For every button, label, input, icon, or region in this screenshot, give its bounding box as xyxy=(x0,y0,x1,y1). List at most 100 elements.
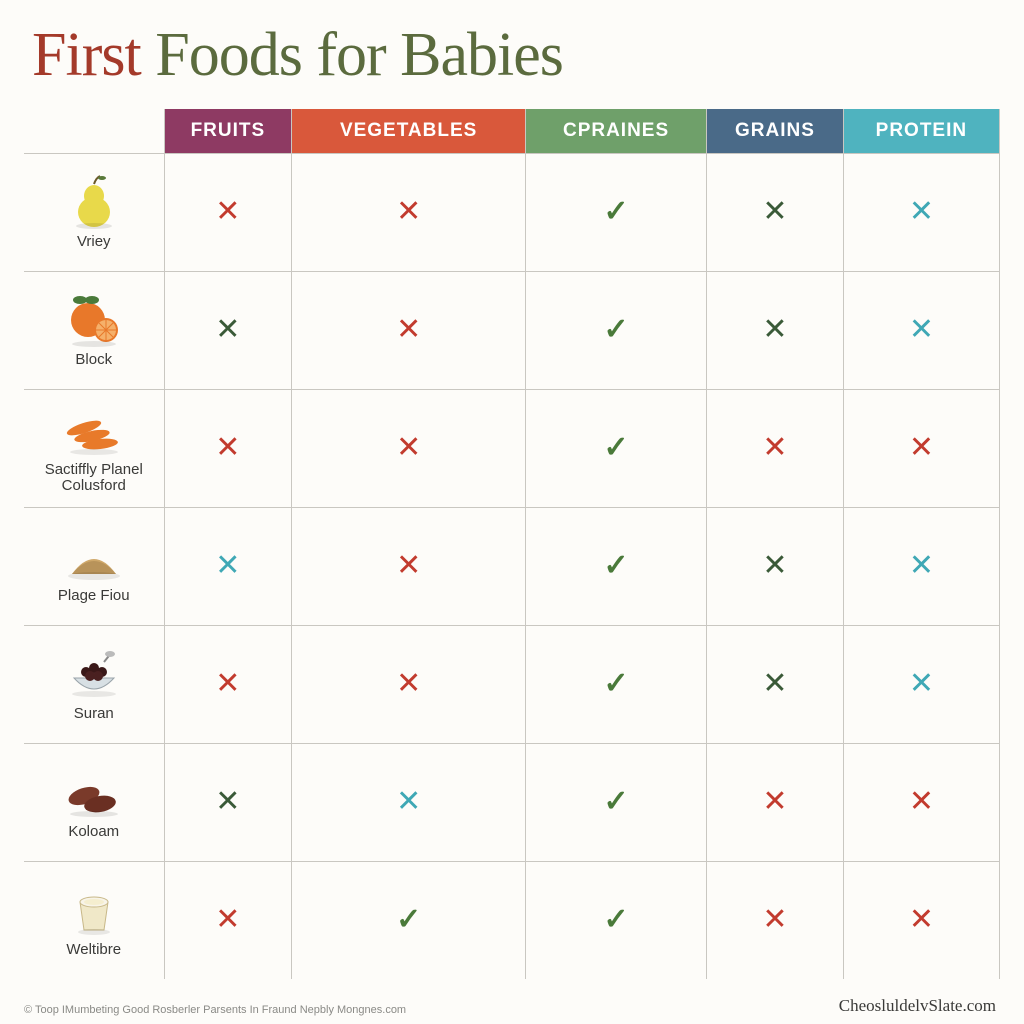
cell-2-2: ✓ xyxy=(526,389,707,507)
grain-pile-icon xyxy=(58,526,130,584)
cell-1-1: ✕ xyxy=(292,271,526,389)
x-icon: ✕ xyxy=(215,433,240,463)
cell-2-4: ✕ xyxy=(843,389,999,507)
footer-credit: © Toop IMumbeting Good Rosberler Parsent… xyxy=(24,1004,406,1016)
x-icon: ✕ xyxy=(396,315,421,345)
x-icon: ✕ xyxy=(762,787,787,817)
row-label: Block xyxy=(28,352,160,369)
col-header-2: CPRAINES xyxy=(526,109,707,153)
carrots-icon xyxy=(58,400,130,458)
pear-icon xyxy=(58,172,130,230)
table-row: Vriey✕✕✓✕✕ xyxy=(24,153,1000,271)
cell-4-0: ✕ xyxy=(164,625,292,743)
cell-3-2: ✓ xyxy=(526,507,707,625)
title-word-4: Babies xyxy=(400,21,563,89)
cell-5-0: ✕ xyxy=(164,743,292,861)
row-label: Weltibre xyxy=(28,942,160,959)
header-row: FRUITSVEGETABLESCPRAINESGRAINSPROTEIN xyxy=(24,109,1000,153)
col-header-1: VEGETABLES xyxy=(292,109,526,153)
foods-table: FRUITSVEGETABLESCPRAINESGRAINSPROTEIN Vr… xyxy=(24,109,1000,979)
x-icon: ✕ xyxy=(396,787,421,817)
cell-6-4: ✕ xyxy=(843,861,999,979)
col-header-4: PROTEIN xyxy=(843,109,999,153)
cell-5-2: ✓ xyxy=(526,743,707,861)
row-header-2: Sactiffly Planel Colusford xyxy=(24,389,164,507)
orange-icon xyxy=(58,290,130,348)
x-icon: ✕ xyxy=(215,315,240,345)
x-icon: ✕ xyxy=(215,787,240,817)
x-icon: ✕ xyxy=(215,197,240,227)
cell-1-4: ✕ xyxy=(843,271,999,389)
cell-0-0: ✕ xyxy=(164,153,292,271)
x-icon: ✕ xyxy=(909,551,934,581)
row-header-3: Plage Fiou xyxy=(24,507,164,625)
cell-3-4: ✕ xyxy=(843,507,999,625)
cell-5-3: ✕ xyxy=(707,743,844,861)
cell-6-0: ✕ xyxy=(164,861,292,979)
cell-6-3: ✕ xyxy=(707,861,844,979)
cell-2-0: ✕ xyxy=(164,389,292,507)
cell-4-2: ✓ xyxy=(526,625,707,743)
table-row: Koloam ✕ ✕ ✓ ✕ ✕ xyxy=(24,743,1000,861)
row-header-1: Block xyxy=(24,271,164,389)
check-icon: ✓ xyxy=(396,905,421,935)
cell-5-1: ✕ xyxy=(292,743,526,861)
cell-6-2: ✓ xyxy=(526,861,707,979)
dates-icon xyxy=(58,762,130,820)
row-label: Sactiffly Planel Colusford xyxy=(28,462,160,495)
cell-2-1: ✕ xyxy=(292,389,526,507)
cell-0-4: ✕ xyxy=(843,153,999,271)
check-icon: ✓ xyxy=(604,905,629,935)
x-icon: ✕ xyxy=(396,197,421,227)
check-icon: ✓ xyxy=(604,315,629,345)
x-icon: ✕ xyxy=(909,669,934,699)
cell-3-0: ✕ xyxy=(164,507,292,625)
col-header-0: FRUITS xyxy=(164,109,292,153)
cell-2-3: ✕ xyxy=(707,389,844,507)
cell-4-4: ✕ xyxy=(843,625,999,743)
row-header-5: Koloam xyxy=(24,743,164,861)
cell-0-3: ✕ xyxy=(707,153,844,271)
row-header-0: Vriey xyxy=(24,153,164,271)
cell-5-4: ✕ xyxy=(843,743,999,861)
cell-3-1: ✕ xyxy=(292,507,526,625)
title-word-3: for xyxy=(316,21,385,89)
cell-4-3: ✕ xyxy=(707,625,844,743)
x-icon: ✕ xyxy=(909,197,934,227)
x-icon: ✕ xyxy=(215,905,240,935)
page-title: First Foods for Babies xyxy=(32,20,1000,91)
table-row: Block ✕ ✕ ✓ ✕ ✕ xyxy=(24,271,1000,389)
x-icon: ✕ xyxy=(909,787,934,817)
x-icon: ✕ xyxy=(909,905,934,935)
x-icon: ✕ xyxy=(909,315,934,345)
cell-4-1: ✕ xyxy=(292,625,526,743)
cell-1-0: ✕ xyxy=(164,271,292,389)
cell-1-2: ✓ xyxy=(526,271,707,389)
col-header-3: GRAINS xyxy=(707,109,844,153)
cell-6-1: ✓ xyxy=(292,861,526,979)
x-icon: ✕ xyxy=(762,433,787,463)
berries-bowl-icon xyxy=(58,644,130,702)
cell-3-3: ✕ xyxy=(707,507,844,625)
x-icon: ✕ xyxy=(762,905,787,935)
cell-0-2: ✓ xyxy=(526,153,707,271)
x-icon: ✕ xyxy=(215,551,240,581)
x-icon: ✕ xyxy=(762,315,787,345)
check-icon: ✓ xyxy=(604,551,629,581)
yogurt-cup-icon xyxy=(58,880,130,938)
x-icon: ✕ xyxy=(762,551,787,581)
x-icon: ✕ xyxy=(762,669,787,699)
row-label: Vriey xyxy=(28,234,160,251)
table-row: Weltibre ✕ ✓ ✓ ✕ ✕ xyxy=(24,861,1000,979)
row-label: Suran xyxy=(28,706,160,723)
x-icon: ✕ xyxy=(396,551,421,581)
footer-site: CheosluldelvSlate.com xyxy=(839,996,996,1016)
table-row: Plage Fiou ✕ ✕ ✓ ✕ ✕ xyxy=(24,507,1000,625)
row-header-4: Suran xyxy=(24,625,164,743)
check-icon: ✓ xyxy=(604,787,629,817)
check-icon: ✓ xyxy=(604,433,629,463)
table-row: Suran✕✕✓✕✕ xyxy=(24,625,1000,743)
x-icon: ✕ xyxy=(396,669,421,699)
x-icon: ✕ xyxy=(909,433,934,463)
row-header-6: Weltibre xyxy=(24,861,164,979)
